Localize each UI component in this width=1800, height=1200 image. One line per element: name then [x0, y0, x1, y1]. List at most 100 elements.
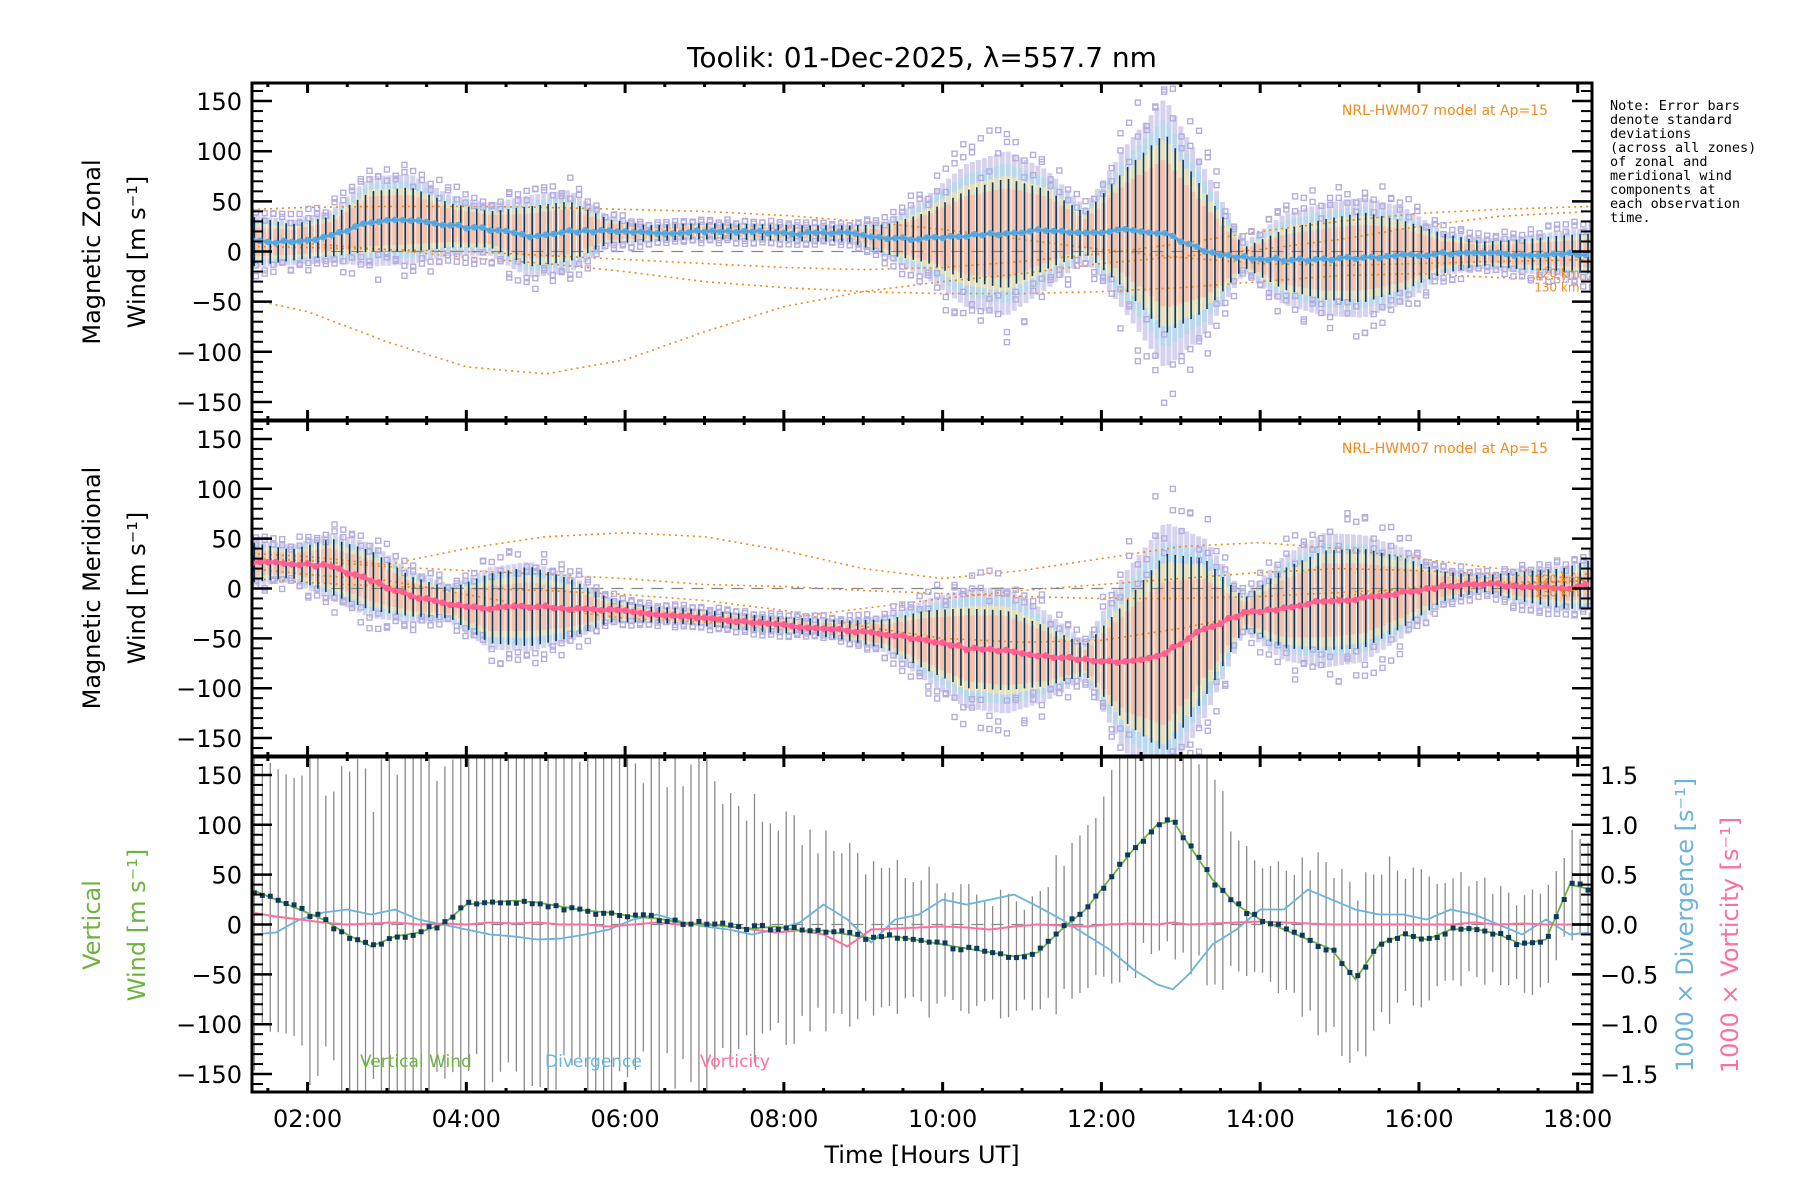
vertical-wind-point	[1339, 961, 1345, 967]
zone-point	[1248, 274, 1255, 281]
zone-point	[898, 263, 906, 270]
zone-point	[1309, 187, 1316, 194]
zone-point	[1029, 689, 1037, 696]
zone-point	[1353, 518, 1360, 525]
zone-point	[942, 293, 950, 301]
zone-point	[968, 301, 976, 308]
zone-point	[392, 613, 399, 621]
zone-point	[1405, 213, 1412, 221]
zonal-wind-line	[252, 218, 1586, 263]
vertical-wind-point	[418, 929, 424, 935]
x-tick-label: 02:00	[273, 1105, 342, 1133]
vertical-wind-point	[736, 924, 742, 930]
zone-point	[645, 602, 653, 609]
vertical-wind-point	[624, 914, 630, 920]
zone-point	[1405, 291, 1412, 298]
vertical-wind-point	[553, 903, 559, 909]
zone-point	[960, 704, 967, 711]
vertical-wind-point	[1140, 838, 1146, 844]
vertical-wind-point	[1125, 852, 1131, 858]
zone-point	[305, 214, 312, 222]
zone-point	[1012, 597, 1019, 604]
zone-point	[575, 191, 583, 199]
vertical-wind-point	[601, 910, 607, 916]
zone-point	[898, 604, 906, 612]
vertical-wind-point	[934, 939, 940, 945]
vertical-wind-point	[1418, 936, 1424, 942]
zone-point	[1265, 215, 1273, 223]
vertical-wind-point	[728, 922, 734, 928]
meridional-ylabel-line2: Wind [m s⁻¹]	[123, 512, 151, 664]
zone-point	[436, 176, 443, 184]
zone-point	[1309, 296, 1316, 304]
zone-point	[776, 241, 784, 248]
zone-point	[925, 201, 932, 209]
y-tick-label: −100	[176, 675, 242, 703]
zone-point	[1431, 220, 1439, 228]
zone-point	[313, 204, 321, 212]
zone-point	[479, 631, 487, 639]
zone-point	[1056, 689, 1063, 697]
zone-point	[1222, 682, 1229, 689]
zone-point	[348, 254, 356, 261]
zone-point	[933, 592, 941, 600]
zone-point	[1562, 611, 1570, 618]
zone-point	[1125, 119, 1133, 126]
right-tick-label: −1.5	[1600, 1061, 1658, 1089]
zone-point	[1038, 591, 1046, 598]
zone-point	[907, 661, 915, 669]
zone-point	[383, 556, 391, 564]
zone-point	[1204, 331, 1211, 338]
zone-point	[1169, 361, 1177, 368]
vertical-wind-point	[617, 912, 623, 918]
note-line: denote standard	[1610, 112, 1732, 128]
zone-point	[453, 258, 461, 265]
zone-point	[1422, 558, 1430, 566]
zone-point	[322, 531, 330, 538]
y-tick-label: −150	[176, 725, 242, 753]
zone-point	[925, 195, 932, 203]
zone-point	[1484, 567, 1491, 575]
zone-point	[1038, 275, 1046, 282]
zone-point	[1187, 118, 1194, 125]
zone-point	[278, 213, 286, 221]
vertical-wind-point	[1506, 934, 1512, 940]
vertical-wind-point	[513, 900, 519, 906]
y-tick-label: 50	[211, 188, 242, 216]
zone-point	[951, 584, 958, 591]
zone-point	[1230, 292, 1238, 300]
zone-point	[540, 558, 548, 566]
vertical-wind-point	[482, 900, 488, 906]
zone-point	[270, 541, 277, 548]
vertical-wind-point	[307, 914, 313, 920]
zone-point	[1134, 99, 1142, 106]
zone-point	[375, 610, 382, 617]
zone-point	[1012, 586, 1019, 593]
zone-point	[497, 554, 504, 561]
zone-point	[715, 239, 722, 247]
zone-point	[409, 568, 417, 575]
zone-point	[340, 597, 347, 604]
zone-point	[366, 176, 373, 183]
zone-point	[366, 542, 373, 550]
zone-point	[1099, 593, 1107, 601]
vertical-wind-point	[799, 927, 805, 933]
zone-point	[1012, 154, 1019, 162]
zone-point	[995, 310, 1002, 318]
zone-point	[1291, 193, 1299, 200]
vertical-wind-point	[593, 911, 599, 917]
zone-point	[348, 270, 356, 277]
zone-point	[1440, 274, 1447, 282]
vertical-wind-point	[267, 893, 273, 899]
zone-point	[1571, 278, 1578, 285]
vertical-wind-point	[474, 901, 480, 907]
zone-point	[864, 611, 871, 618]
zone-point	[977, 174, 984, 182]
zone-point	[1501, 596, 1508, 603]
zone-point	[383, 254, 391, 261]
zone-point	[418, 171, 426, 178]
vertical-wind-points	[252, 817, 1591, 979]
model-curve-2	[252, 240, 1590, 295]
zone-point	[995, 150, 1002, 157]
zone-point	[1300, 660, 1308, 668]
